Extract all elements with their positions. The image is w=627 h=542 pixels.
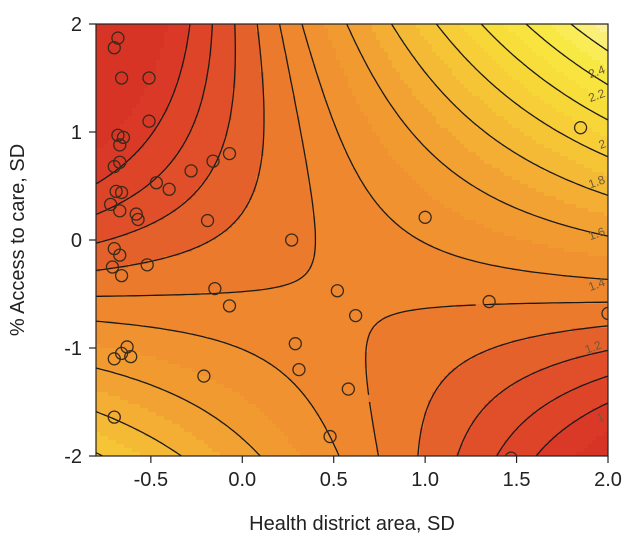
x-axis-label: Health district area, SD [249,513,455,535]
data-point [113,248,127,262]
y-tick-label: 1 [71,122,82,144]
contour-label: 2.2 [587,86,608,105]
data-point [114,268,129,283]
plot-area: 2.4 2.2 2 1.8 1.6 1.4 1.2 1 [96,24,608,456]
contour-label: 2 [597,136,608,152]
contour-label: 2.4 [587,62,608,81]
y-axis: -2 -1 0 1 2 [64,14,96,468]
data-point [573,121,588,135]
data-point [222,146,237,161]
data-point [149,176,163,190]
contour-line [96,24,608,456]
data-point [142,71,156,85]
contour-label: 1.6 [587,224,608,243]
data-point [288,337,302,351]
x-tick-label: 2.0 [594,469,622,491]
contour-line [96,24,608,456]
data-point [330,284,345,298]
contour-labels: 2.4 2.2 2 1.8 1.6 1.4 1.2 1 [583,62,608,425]
data-point [109,184,123,199]
data-point [105,260,120,274]
data-point [140,258,154,272]
y-tick-label: 2 [71,14,82,36]
data-point [107,352,121,366]
data-point [114,185,129,200]
data-point [285,233,299,247]
y-tick-label: 0 [71,230,82,252]
data-point [162,182,176,196]
data-point [200,213,215,228]
x-tick-label: 1.0 [411,469,439,491]
contour-line [480,24,608,121]
contour-label: 1.4 [587,275,608,294]
data-point [107,410,121,424]
data-point [482,294,496,309]
contour-fill [96,24,608,456]
contour-line [96,24,608,456]
data-point [323,429,337,444]
data-point [116,130,131,145]
data-point [184,164,198,178]
data-point [292,362,306,377]
data-point [349,308,363,323]
y-axis-label: % Access to care, SD [7,144,29,336]
data-point [113,138,127,152]
data-point [111,128,125,142]
data-point [113,204,127,218]
contour-line [570,24,608,52]
y-tick-label: -1 [64,338,82,360]
data-point [341,382,355,396]
x-axis: -0.5 0.0 0.5 1.0 1.5 2.0 [134,456,622,491]
x-tick-label: 0.0 [228,469,256,491]
data-point [103,197,118,212]
contour-label: 1.8 [587,172,608,191]
contour-lines [96,24,608,456]
contour-line [96,24,608,456]
contour-line [96,24,608,456]
contour-label: 1.2 [583,338,604,357]
data-points [103,31,608,456]
contour-label: 1 [595,410,606,426]
data-point [418,210,432,224]
data-point [107,41,121,55]
x-tick-label: -0.5 [134,469,168,491]
data-point [142,114,156,128]
data-point [222,299,237,313]
data-point [504,451,518,456]
data-point [129,207,143,221]
data-point [114,71,129,85]
data-point [124,349,138,364]
data-point [111,31,125,45]
y-tick-label: -2 [64,446,82,468]
data-point [208,281,222,296]
contour-line [96,24,608,456]
x-tick-label: 1.5 [503,469,531,491]
data-point [107,159,121,174]
x-tick-label: 0.5 [320,469,348,491]
data-point [601,306,608,321]
data-point [206,154,220,168]
data-point [131,212,145,227]
contour-line [96,24,608,456]
contour-line [96,24,608,456]
data-point [197,369,211,383]
